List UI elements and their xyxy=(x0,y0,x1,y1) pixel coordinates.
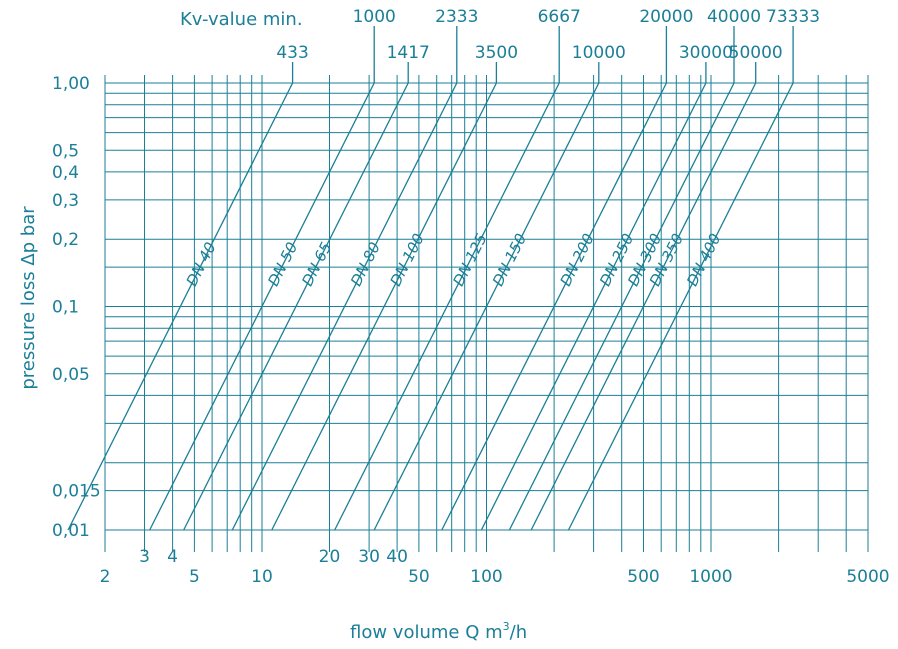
x-tick-label: 1000 xyxy=(689,567,732,587)
kv-label: 2333 xyxy=(435,7,478,27)
series-line xyxy=(334,82,560,531)
x-axis-label-main: flow volume Q m xyxy=(350,622,503,643)
y-tick-label: 0,5 xyxy=(52,141,79,161)
series-line xyxy=(441,82,667,531)
series-line xyxy=(149,82,375,531)
kv-label: 1417 xyxy=(387,43,430,63)
y-axis-label: pressure loss Δp bar xyxy=(18,206,39,390)
kv-label: 433 xyxy=(276,43,308,63)
kv-label: 40000 xyxy=(707,7,761,27)
y-tick-label: 0,05 xyxy=(52,365,90,385)
series-label: DN 80 xyxy=(347,239,384,289)
x-axis-label-tail: /h xyxy=(510,622,527,643)
series-line xyxy=(508,82,735,531)
x-axis-label: flow volume Q m3/h xyxy=(350,620,527,643)
y-tick-label: 0,2 xyxy=(52,230,79,250)
y-tick-label: 0,015 xyxy=(52,482,101,502)
x-axis-label-sup: 3 xyxy=(503,620,510,633)
series-line xyxy=(67,82,294,531)
x-tick-label: 50 xyxy=(408,567,430,587)
series-line xyxy=(373,82,600,531)
x-tick-label: 3 xyxy=(139,547,150,567)
kv-label: 3500 xyxy=(475,43,518,63)
kv-label: 6667 xyxy=(538,7,581,27)
x-tick-label: 100 xyxy=(470,567,502,587)
x-tick-label: 30 xyxy=(358,547,380,567)
x-tick-label: 5 xyxy=(189,567,200,587)
y-tick-label: 0,3 xyxy=(52,191,79,211)
kv-label: 20000 xyxy=(639,7,693,27)
kv-label: 1000 xyxy=(353,7,396,27)
y-tick-label: 1,00 xyxy=(52,74,90,94)
x-tick-label: 4 xyxy=(167,547,178,567)
x-tick-label: 2 xyxy=(100,567,111,587)
y-tick-labels: 1,00 0,50,4 0,3 0,2 0,1 0,05 0,015 0,01 xyxy=(52,74,101,541)
series-line xyxy=(231,82,458,531)
kv-label: 50000 xyxy=(729,43,783,63)
series-label: DN 50 xyxy=(264,239,301,289)
x-tick-label: 10 xyxy=(251,567,273,587)
series-label: DN 40 xyxy=(183,239,220,289)
x-tick-label: 5000 xyxy=(846,567,889,587)
x-tick-label: 500 xyxy=(627,567,659,587)
series-lines xyxy=(67,82,794,531)
x-tick-label: 40 xyxy=(386,547,408,567)
kv-label: 30000 xyxy=(679,43,733,63)
y-tick-label: 0,01 xyxy=(52,521,90,541)
y-tick-label: 0,4 xyxy=(52,163,79,183)
kv-label: 73333 xyxy=(766,7,820,27)
grid xyxy=(104,75,869,552)
series-line xyxy=(183,82,409,531)
series-line xyxy=(567,82,794,531)
series-line xyxy=(480,82,707,531)
kv-reference-lines xyxy=(291,26,794,83)
kv-label: 10000 xyxy=(572,43,626,63)
x-tick-label: 20 xyxy=(319,547,341,567)
series-line xyxy=(271,82,497,531)
y-tick-label: 0,1 xyxy=(52,298,79,318)
series-line xyxy=(530,82,757,531)
chart-title: Kv-value min. xyxy=(180,9,303,30)
